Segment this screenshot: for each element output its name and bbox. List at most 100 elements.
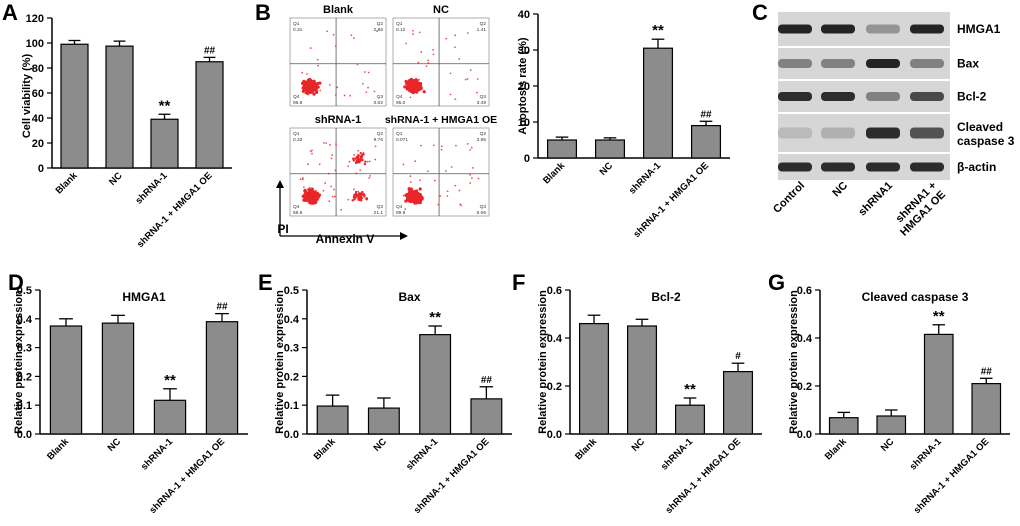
y-tick-label: 0.5 [17, 285, 32, 297]
bar [153, 399, 187, 435]
flow-dot [466, 77, 469, 80]
blot-protein-label: Bax [957, 57, 979, 71]
flow-dot [312, 92, 316, 96]
significance-label: ## [981, 366, 993, 377]
flow-dot [353, 154, 356, 156]
bar [971, 383, 1002, 435]
bar [470, 398, 503, 435]
flow-dot [410, 88, 414, 92]
flow-dot [301, 71, 304, 74]
flow-dot [433, 179, 436, 182]
category-label: shRNA-1 + HMGA1 OE [135, 170, 215, 250]
flow-dot [340, 209, 343, 211]
blot-strip [778, 12, 950, 46]
quadrant-label-q2: Q2 [480, 21, 487, 27]
quadrant-label-q3: Q3 [480, 94, 487, 100]
flow-dot [364, 160, 367, 163]
flow-dot [418, 201, 422, 205]
flow-dot [311, 149, 313, 152]
flow-dot [359, 152, 362, 155]
flow-plot-frame [392, 17, 490, 107]
flow-dot [353, 193, 356, 197]
y-tick-label: 0.2 [284, 371, 299, 383]
panel-letter-a: A [2, 0, 18, 25]
chart-title: Bax [398, 290, 420, 304]
bar [578, 323, 609, 435]
flow-dot [309, 90, 313, 94]
flow-dot [368, 177, 371, 179]
flow-dot [322, 141, 325, 144]
y-tick-label: 0.2 [547, 381, 562, 393]
flow-axis-x-arrowhead [400, 232, 408, 240]
quadrant-value-q2: 2.86 [374, 27, 384, 33]
flow-dot [404, 199, 408, 203]
y-tick-label: 0.6 [797, 285, 812, 297]
flow-dot [408, 81, 412, 85]
flow-dot [454, 98, 457, 101]
flow-dot [374, 158, 377, 161]
flow-dot [402, 163, 405, 166]
flow-dot [455, 144, 457, 147]
flow-dot [426, 170, 429, 173]
category-label: shRNA-1 [133, 170, 170, 207]
bar [876, 415, 907, 435]
flow-dot [433, 144, 435, 147]
flow-axis-y-label: PI [277, 222, 288, 236]
flow-dot [357, 198, 360, 201]
flow-dot [454, 46, 456, 49]
flow-dot [312, 79, 316, 83]
y-tick-label: 20 [518, 81, 530, 93]
flow-dot [356, 157, 359, 161]
flow-dot [369, 174, 371, 177]
flow-dot [415, 85, 419, 89]
flow-dot [302, 85, 306, 89]
y-tick-label: 40 [518, 9, 530, 21]
bar [419, 334, 452, 435]
flow-dot [317, 64, 319, 67]
flow-dot [318, 163, 321, 166]
quadrant-value-q4: 96.8 [293, 100, 303, 106]
flow-plot-frame [289, 17, 387, 107]
flow-dot [417, 202, 419, 204]
flow-dot [355, 159, 359, 162]
flow-dot [314, 86, 318, 91]
flow-dot [307, 163, 309, 166]
flow-dot [409, 175, 412, 178]
flow-dot [336, 86, 339, 89]
bar [923, 333, 954, 435]
flow-dot [437, 203, 440, 206]
flow-dot [417, 61, 420, 64]
flow-dot [445, 37, 448, 40]
significance-label: ** [684, 381, 696, 398]
y-tick-label: 0.6 [547, 285, 562, 297]
bar [642, 47, 673, 159]
ytitle-g: Relative protein expression [788, 290, 800, 434]
category-label: NC [630, 436, 648, 454]
flow-dot [354, 190, 358, 194]
blot-band [821, 92, 855, 101]
blot-protein-label: Bcl-2 [957, 90, 987, 104]
blot-band [910, 162, 944, 172]
flow-dot [439, 195, 442, 198]
flow-dot [330, 185, 332, 188]
quadrant-label-q2: Q2 [480, 131, 487, 137]
flow-dot [418, 187, 422, 191]
quadrant-label-q3: Q3 [377, 204, 384, 210]
flow-dot [334, 45, 337, 47]
y-tick-label: 0 [38, 163, 44, 175]
flow-dot [446, 190, 449, 193]
flow-dot [352, 157, 355, 160]
flow-dot [308, 196, 312, 200]
flow-dot [311, 85, 315, 89]
flow-plot-title: Blank [323, 4, 354, 16]
quadrant-label-q1: Q1 [396, 21, 403, 27]
quadrant-value-q2: 3.95 [477, 137, 487, 143]
flow-cytometry-plots: Q10.31Q22.86Q30.02Q496.8BlankQ10.12Q21.4… [276, 4, 497, 240]
ytitle-f: Relative protein expression [537, 290, 549, 434]
flow-dot [354, 193, 358, 197]
blot-band [821, 59, 855, 68]
panel-letter-e: E [258, 270, 273, 295]
flow-dot [477, 177, 480, 180]
y-tick-label: 120 [26, 13, 44, 25]
